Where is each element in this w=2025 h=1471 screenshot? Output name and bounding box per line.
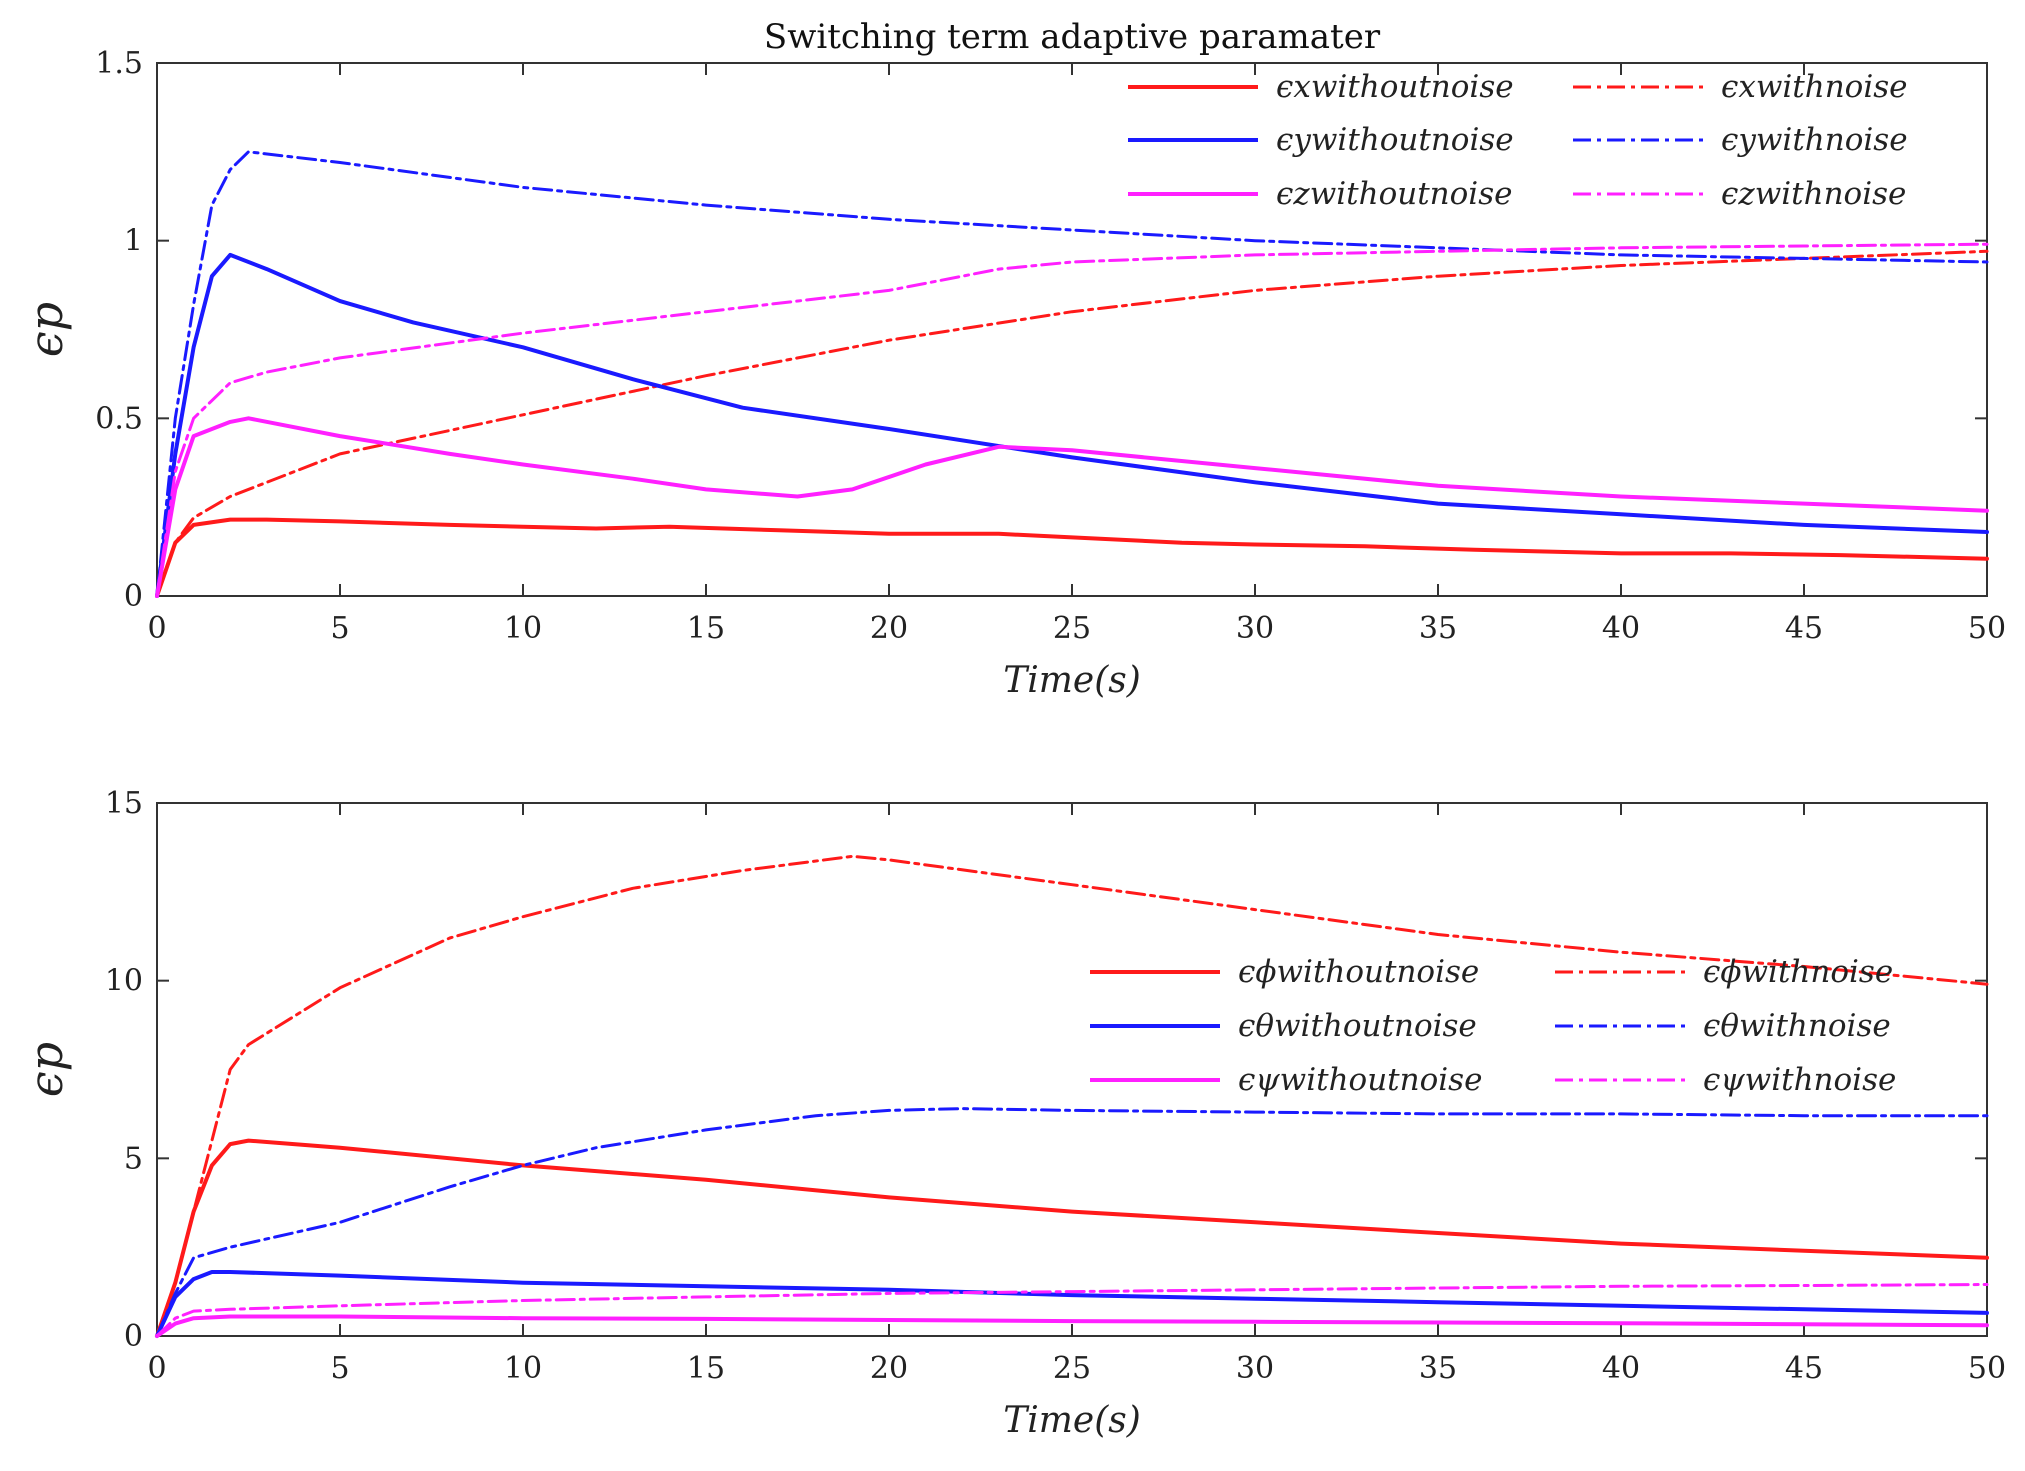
y-tick-label: 15 xyxy=(105,786,143,821)
x-tick-label: 20 xyxy=(870,1351,908,1386)
series-line xyxy=(155,252,1989,598)
y-tick-label: 10 xyxy=(105,964,143,999)
series-line xyxy=(155,517,1989,598)
legend-label: ϵywithoutnoise xyxy=(1276,122,1514,158)
x-tick-label: 15 xyxy=(687,611,725,646)
legend-label: ϵθwithoutnoise xyxy=(1238,1008,1477,1044)
x-tick-label: 40 xyxy=(1602,1351,1640,1386)
x-axis-label: Time(s) xyxy=(1003,1400,1141,1441)
legend-label: ϵψwithnoise xyxy=(1703,1062,1896,1098)
x-tick-label: 20 xyxy=(870,611,908,646)
x-tick-label: 25 xyxy=(1053,611,1091,646)
x-tick-label: 15 xyxy=(687,1351,725,1386)
x-tick-label: 50 xyxy=(1968,611,2006,646)
series-line xyxy=(155,1138,1989,1338)
x-tick-label: 25 xyxy=(1053,1351,1091,1386)
x-tick-label: 40 xyxy=(1602,611,1640,646)
series-line xyxy=(155,854,1989,1338)
series-line xyxy=(155,1314,1989,1338)
y-tick-label: 0 xyxy=(124,579,143,614)
series-line xyxy=(155,249,1989,598)
series-line xyxy=(155,1270,1989,1338)
chart-bottom: 0 5 10 15 20 25 30 35 40 45 50 0 5 10 15 Time(s) ϵp ϵϕwit… xyxy=(19,786,2006,1441)
legend-label: ϵψwithoutnoise xyxy=(1238,1062,1482,1098)
x-axis-label: Time(s) xyxy=(1003,660,1141,701)
y-tick-label: 1.5 xyxy=(95,46,143,81)
legend-label: ϵθwithnoise xyxy=(1703,1008,1891,1044)
legend-label: ϵxwithoutnoise xyxy=(1276,69,1514,105)
x-tick-label: 10 xyxy=(504,611,542,646)
x-tick-label: 45 xyxy=(1785,611,1823,646)
series-line xyxy=(155,242,1989,598)
series-line xyxy=(155,416,1989,598)
x-tick-label: 45 xyxy=(1785,1351,1823,1386)
x-tick-label: 5 xyxy=(330,611,349,646)
legend-label: ϵϕwithoutnoise xyxy=(1238,954,1479,990)
legend-label: ϵywithnoise xyxy=(1721,122,1908,158)
x-tick-label: 35 xyxy=(1419,1351,1457,1386)
x-tick-label: 10 xyxy=(504,1351,542,1386)
chart-top: 0 5 10 15 20 25 30 35 40 45 50 0 0.5 1 1.5 Switching te… xyxy=(19,17,2006,701)
x-tick-label: 35 xyxy=(1419,611,1457,646)
x-tick-label: 5 xyxy=(330,1351,349,1386)
chart-title: Switching term adaptive paramater xyxy=(764,17,1381,57)
plot-area xyxy=(156,62,1988,597)
x-tick-label: 30 xyxy=(1236,611,1274,646)
legend-label: ϵϕwithnoise xyxy=(1703,954,1893,990)
y-axis-label: ϵp xyxy=(19,302,73,357)
x-tick-label: 50 xyxy=(1968,1351,2006,1386)
series-line xyxy=(155,150,1989,598)
x-tick-label: 0 xyxy=(147,1351,166,1386)
legend-label: ϵxwithnoise xyxy=(1721,69,1908,105)
series-line xyxy=(155,1283,1989,1338)
x-tick-label: 30 xyxy=(1236,1351,1274,1386)
y-tick-label: 1 xyxy=(124,224,143,259)
y-axis-label: ϵp xyxy=(19,1042,73,1097)
y-tick-label: 5 xyxy=(124,1141,143,1176)
x-tick-label: 0 xyxy=(147,611,166,646)
y-tick-label: 0.5 xyxy=(95,401,143,436)
y-tick-label: 0 xyxy=(124,1319,143,1354)
series-line xyxy=(155,1107,1989,1338)
legend-label: ϵzwithnoise xyxy=(1721,176,1906,212)
legend-label: ϵzwithoutnoise xyxy=(1276,176,1512,212)
